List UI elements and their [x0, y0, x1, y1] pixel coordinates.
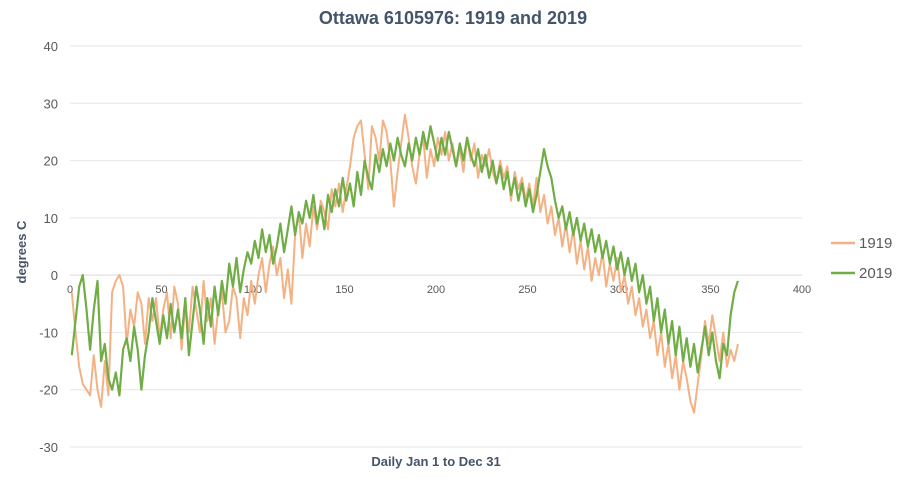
y-tick-label: 30	[44, 96, 58, 111]
y-tick-label: 20	[44, 154, 58, 169]
x-tick-label: 300	[610, 284, 628, 296]
chart-title: Ottawa 6105976: 1919 and 2019	[319, 8, 587, 28]
x-tick-label: 50	[155, 284, 167, 296]
y-axis-title: degrees C	[14, 220, 29, 283]
x-axis-title: Daily Jan 1 to Dec 31	[371, 454, 500, 469]
x-tick-label: 350	[701, 284, 719, 296]
legend-label-2019: 2019	[859, 265, 892, 282]
series-line-2019	[70, 125, 739, 397]
legend: 1919 2019	[831, 235, 892, 282]
x-tick-label: 400	[793, 284, 811, 296]
x-tick-label: 250	[518, 284, 536, 296]
y-tick-label: -20	[39, 383, 58, 398]
gridlines	[70, 45, 802, 448]
y-tick-label: 40	[44, 39, 58, 54]
x-tick-label: 0	[67, 284, 73, 296]
x-tick-label: 200	[427, 284, 445, 296]
y-tick-label: -10	[39, 325, 58, 340]
y-tick-label: 10	[44, 211, 58, 226]
y-tick-label: 0	[51, 268, 58, 283]
x-axis-tick-labels: 0 50 100 150 200 250 300 350 400	[67, 284, 811, 296]
legend-label-1919: 1919	[859, 235, 892, 252]
series-lines	[70, 113, 739, 414]
x-tick-label: 150	[335, 284, 353, 296]
y-tick-label: -30	[39, 440, 58, 455]
series-line-1919	[70, 113, 739, 414]
y-axis-tick-labels: -30 -20 -10 0 10 20 30 40	[39, 39, 58, 455]
